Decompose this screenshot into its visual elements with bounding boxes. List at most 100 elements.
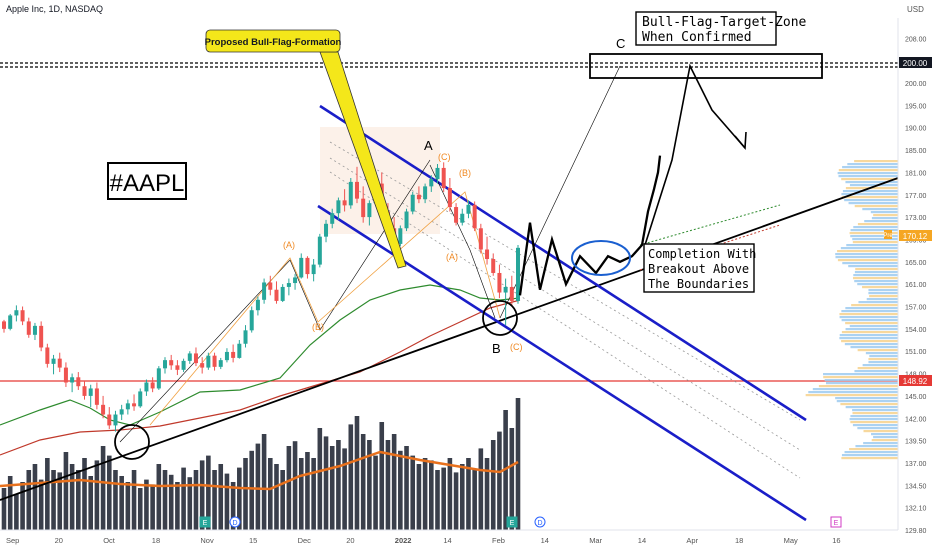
profile-bar bbox=[854, 271, 898, 274]
wave-orange-line bbox=[149, 191, 501, 426]
profile-bar bbox=[863, 442, 898, 445]
profile-bar bbox=[873, 214, 898, 217]
target-zone-label-line2: When Confirmed bbox=[642, 30, 752, 45]
volume-bar bbox=[7, 476, 13, 530]
volume-bar bbox=[162, 470, 168, 530]
y-tick-label: 161.00 bbox=[905, 282, 927, 289]
volume-bar bbox=[429, 460, 434, 530]
profile-bar bbox=[841, 319, 898, 322]
volume-bar bbox=[367, 440, 372, 530]
candle-body bbox=[132, 403, 137, 407]
dividend-marker[interactable] bbox=[229, 516, 241, 528]
volume-bar bbox=[181, 467, 186, 530]
profile-bar bbox=[852, 424, 898, 427]
x-tick-label: 20 bbox=[346, 536, 354, 545]
profile-bar bbox=[841, 331, 898, 334]
candle-body bbox=[2, 321, 6, 329]
target-arrowhead bbox=[734, 131, 747, 151]
y-tick-label: 190.00 bbox=[905, 126, 927, 133]
x-tick-label: 14 bbox=[443, 536, 451, 545]
circle-october-low bbox=[114, 424, 150, 460]
candle-body bbox=[299, 257, 304, 278]
profile-bar bbox=[836, 400, 898, 403]
candle-body bbox=[478, 228, 483, 250]
event-marker-label: E bbox=[834, 520, 839, 527]
dividend-marker[interactable] bbox=[534, 516, 546, 528]
target-path bbox=[644, 63, 746, 246]
volume-bar bbox=[373, 455, 378, 530]
volume-bar bbox=[398, 450, 403, 530]
callout-text: Proposed Bull-Flag-Formation bbox=[205, 37, 342, 48]
candle-body bbox=[156, 368, 161, 389]
volume-bar bbox=[212, 470, 217, 530]
candle-body bbox=[51, 358, 56, 364]
projection-line-green bbox=[639, 204, 781, 246]
profile-bar bbox=[850, 229, 898, 232]
wave-ab-line bbox=[429, 164, 496, 319]
candle-body bbox=[305, 257, 310, 275]
candle-body bbox=[336, 200, 341, 214]
y-tick-label: 157.00 bbox=[905, 305, 927, 312]
profile-bar bbox=[852, 277, 898, 280]
profile-bar bbox=[857, 367, 898, 370]
candle-body bbox=[404, 211, 409, 229]
candle-body bbox=[88, 388, 93, 396]
profile-bar bbox=[869, 295, 898, 298]
volume-bar bbox=[323, 436, 329, 530]
volume-bar bbox=[490, 440, 496, 530]
profile-bar bbox=[841, 340, 898, 343]
volume-bar bbox=[379, 422, 385, 530]
y-tick-label: 208.00 bbox=[905, 36, 927, 43]
volume-bar bbox=[416, 464, 422, 530]
candle-body bbox=[435, 167, 440, 180]
candle-body bbox=[231, 351, 236, 358]
candle-body bbox=[113, 414, 118, 426]
profile-bar bbox=[855, 268, 898, 271]
profile-bar bbox=[835, 397, 898, 400]
candle-body bbox=[14, 310, 19, 316]
volume-bar bbox=[317, 428, 323, 530]
profile-bar bbox=[844, 451, 898, 454]
y-tick-label: 132.10 bbox=[905, 506, 927, 513]
candle-body bbox=[348, 181, 353, 206]
candle-body bbox=[193, 353, 198, 364]
volume-bar bbox=[156, 464, 162, 530]
earnings-marker[interactable] bbox=[506, 516, 518, 528]
profile-bar bbox=[805, 394, 898, 397]
profile-bar bbox=[837, 172, 898, 175]
profile-bar bbox=[850, 235, 898, 238]
volume-bar bbox=[311, 458, 316, 530]
y-tick-label: 129.80 bbox=[905, 528, 927, 535]
profile-bar bbox=[841, 178, 898, 181]
candle-body bbox=[45, 347, 50, 364]
volume-bar bbox=[509, 428, 515, 530]
earnings-marker[interactable] bbox=[830, 516, 842, 528]
completion-line1: Completion With bbox=[648, 247, 756, 261]
profile-bar bbox=[835, 256, 898, 259]
earnings-marker[interactable] bbox=[199, 516, 211, 528]
candle-body bbox=[63, 367, 68, 383]
callout-box bbox=[205, 29, 341, 53]
target-zone-box bbox=[589, 53, 823, 79]
profile-bar bbox=[854, 280, 898, 283]
volume-bar bbox=[119, 476, 124, 530]
candle-body bbox=[330, 213, 335, 224]
profile-bar bbox=[818, 385, 898, 388]
x-axis: Sep 20 Oct 18 Nov 15 Dec 20 2022 14 Feb 14 Mar 14 Apr 1… bbox=[6, 536, 841, 545]
profile-bar bbox=[841, 457, 898, 460]
volume-bar bbox=[267, 458, 273, 530]
y-tick-label: 181.00 bbox=[905, 170, 927, 177]
profile-bar bbox=[808, 391, 898, 394]
fib-line-1 bbox=[329, 141, 801, 421]
y-tick-label: 200.00 bbox=[905, 81, 927, 88]
profile-bar bbox=[851, 304, 898, 307]
profile-bar bbox=[854, 160, 898, 163]
event-marker-label: D bbox=[537, 520, 542, 527]
volume-bar bbox=[57, 472, 63, 530]
profile-bar bbox=[849, 418, 898, 421]
profile-bar bbox=[870, 211, 898, 214]
volume-bar bbox=[193, 470, 199, 530]
y-tick-label: 134.50 bbox=[905, 483, 927, 490]
